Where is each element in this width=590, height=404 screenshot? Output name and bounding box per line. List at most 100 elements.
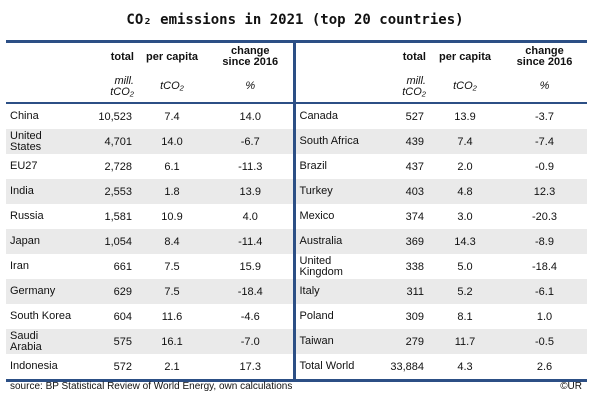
- header-change-line1: change: [525, 45, 564, 57]
- per-capita-cell: 7.5: [164, 260, 180, 273]
- units-row: mill. tCO₂ tCO₂ % mill. tCO₂ tCO₂ %: [6, 71, 587, 104]
- per-capita-cell: 4.3: [428, 354, 502, 382]
- per-capita-cell: 7.4: [428, 129, 502, 154]
- header-change-left: change since 2016: [208, 40, 296, 71]
- total-cell: 604: [113, 310, 132, 323]
- country-cell: Australia: [294, 229, 368, 254]
- country-cell: South Africa: [294, 129, 368, 154]
- country-cell: Poland: [299, 310, 334, 322]
- copyright-note: ©UR: [560, 381, 582, 392]
- change-cell: -11.4: [208, 229, 296, 254]
- table-row: Saudi Arabia 575 16.1 -7.0 Taiwan 279 11.7 -0.5: [6, 329, 587, 354]
- per-capita-cell: 10.9: [161, 210, 183, 223]
- total-cell: 572: [72, 354, 136, 382]
- per-capita-cell: 13.9: [454, 110, 476, 123]
- country-cell: South Korea: [10, 310, 72, 322]
- total-cell: 403: [368, 179, 428, 204]
- country-cell: Turkey: [294, 179, 368, 204]
- total-cell: 374: [405, 210, 424, 223]
- unit-total-line2: tCO₂: [110, 85, 134, 98]
- change-cell: 2.6: [502, 354, 587, 382]
- change-cell: -3.7: [535, 110, 554, 123]
- total-cell: 1,054: [72, 229, 136, 254]
- country-cell: Iran: [10, 260, 29, 272]
- header-change-line2: since 2016: [516, 56, 573, 68]
- per-capita-cell: 8.4: [136, 229, 208, 254]
- per-capita-cell: 1.8: [136, 179, 208, 204]
- per-capita-cell: 2.0: [457, 160, 473, 173]
- table-row: Japan 1,054 8.4 -11.4 Australia 369 14.3 -8.9: [6, 229, 587, 254]
- unit-country-right: [294, 71, 368, 104]
- header-total-left: total: [72, 40, 136, 71]
- country-cell: India: [6, 179, 72, 204]
- total-cell: 661: [113, 260, 132, 273]
- table-row: Russia 1,581 10.9 4.0 Mexico 374 3.0 -20.3: [6, 204, 587, 229]
- country-cell: China: [10, 110, 39, 122]
- header-change-line2: since 2016: [222, 56, 279, 68]
- header-country-right: [294, 40, 368, 71]
- per-capita-cell: 5.0: [457, 260, 473, 273]
- change-cell: 17.3: [208, 354, 296, 382]
- unit-per-capita-right: tCO₂: [428, 71, 502, 104]
- change-cell: -20.3: [531, 210, 558, 223]
- country-cell: United Kingdom: [299, 254, 343, 278]
- per-capita-cell: 11.6: [161, 310, 183, 323]
- total-cell: 439: [368, 129, 428, 154]
- unit-total-line1: mill.: [406, 74, 426, 87]
- country-cell: Mexico: [299, 210, 335, 222]
- per-capita-cell: 14.3: [428, 229, 502, 254]
- header-per-capita-right: per capita: [428, 40, 502, 71]
- table-title: CO₂ emissions in 2021 (top 20 countries): [126, 12, 464, 28]
- country-cell: Japan: [6, 229, 72, 254]
- table-row: India 2,553 1.8 13.9 Turkey 403 4.8 12.3: [6, 179, 587, 204]
- per-capita-cell: 3.0: [457, 210, 473, 223]
- header-country-left: [6, 40, 72, 71]
- change-cell: -6.7: [208, 129, 296, 154]
- country-cell: Brazil: [299, 160, 328, 172]
- header-per-capita-left: per capita: [136, 40, 208, 71]
- change-cell: -7.0: [208, 329, 296, 354]
- unit-change-right: %: [502, 71, 587, 104]
- per-capita-cell: 7.4: [164, 110, 180, 123]
- table-row: Iran 661 7.5 15.9 United Kingdom 338 5.0 -18.4: [6, 254, 587, 279]
- change-cell: -18.4: [531, 260, 558, 273]
- total-cell: 437: [405, 160, 424, 173]
- country-cell: Saudi Arabia: [6, 329, 72, 354]
- total-cell: 1,581: [104, 210, 132, 223]
- total-cell: 629: [72, 279, 136, 304]
- per-capita-cell: 11.7: [428, 329, 502, 354]
- change-cell: 12.3: [502, 179, 587, 204]
- total-cell: 309: [405, 310, 424, 323]
- unit-country-left: [6, 71, 72, 104]
- change-cell: -11.3: [208, 154, 296, 179]
- source-note: source: BP Statistical Review of World E…: [10, 381, 293, 392]
- table-row: EU27 2,728 6.1 -11.3 Brazil 437 2.0 -0.9: [6, 154, 587, 179]
- unit-total-line1: mill.: [114, 74, 134, 87]
- total-cell: 4,701: [72, 129, 136, 154]
- unit-total-left: mill. tCO₂: [72, 71, 136, 104]
- change-cell: 4.0: [208, 204, 296, 229]
- per-capita-cell: 5.2: [428, 279, 502, 304]
- change-cell: 15.9: [208, 254, 296, 279]
- change-cell: -6.1: [502, 279, 587, 304]
- unit-change-left: %: [208, 71, 296, 104]
- per-capita-cell: 2.1: [136, 354, 208, 382]
- change-cell: 1.0: [536, 310, 553, 323]
- change-cell: 14.0: [208, 103, 296, 129]
- country-cell: Russia: [10, 210, 44, 222]
- total-cell: 2,553: [72, 179, 136, 204]
- country-cell: Canada: [299, 110, 339, 122]
- header-change-line1: change: [230, 45, 270, 57]
- per-capita-cell: 14.0: [136, 129, 208, 154]
- change-cell: -18.4: [208, 279, 296, 304]
- table-row: United States 4,701 14.0 -6.7 South Africa 43…: [6, 129, 587, 154]
- change-cell: -0.9: [535, 160, 554, 173]
- per-capita-cell: 6.1: [164, 160, 180, 173]
- total-cell: 338: [405, 260, 424, 273]
- table-row: Germany 629 7.5 -18.4 Italy 311 5.2 -6.1: [6, 279, 587, 304]
- per-capita-cell: 7.5: [136, 279, 208, 304]
- unit-per-capita-left: tCO₂: [136, 71, 208, 104]
- change-cell: -4.6: [208, 304, 296, 329]
- total-cell: 575: [72, 329, 136, 354]
- header-total-right: total: [368, 40, 428, 71]
